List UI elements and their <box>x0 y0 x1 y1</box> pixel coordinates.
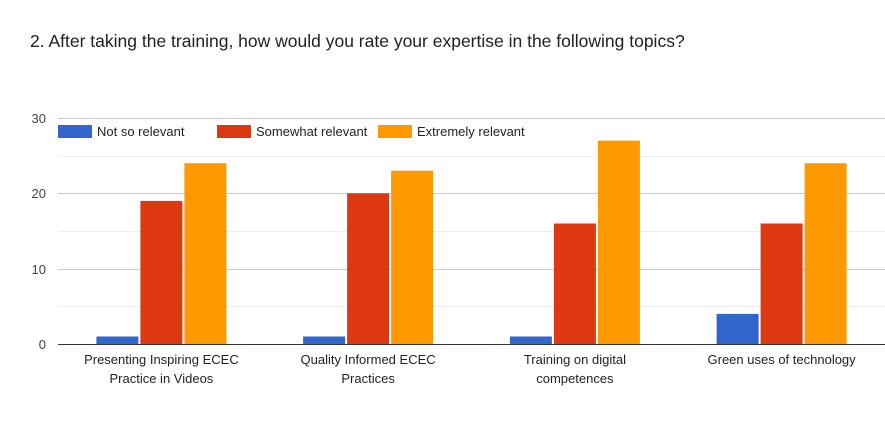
legend-swatch <box>58 125 92 138</box>
bar-extremely-relevant[interactable] <box>804 163 847 344</box>
legend-label: Somewhat relevant <box>256 124 368 139</box>
y-axis: 0 10 20 30 <box>32 111 46 352</box>
legend-swatch <box>378 125 412 138</box>
x-tick-label: Green uses of technology <box>708 352 857 367</box>
bar-somewhat-relevant[interactable] <box>760 223 803 345</box>
x-tick-label: Presenting Inspiring ECEC <box>84 352 239 367</box>
y-tick-label: 20 <box>32 186 46 201</box>
bar-somewhat-relevant[interactable] <box>347 193 390 344</box>
x-tick-label: Training on digital <box>524 352 626 367</box>
x-tick-label: Practice in Videos <box>109 371 213 386</box>
legend-label: Not so relevant <box>97 124 185 139</box>
bar-not-so-relevant[interactable] <box>509 336 552 345</box>
legend-label: Extremely relevant <box>417 124 525 139</box>
legend: Not so relevant Somewhat relevant Extremel… <box>58 124 525 139</box>
bar-not-so-relevant[interactable] <box>96 336 139 345</box>
bar-extremely-relevant[interactable] <box>184 163 227 344</box>
x-tick-label: Quality Informed ECEC <box>301 352 436 367</box>
bar-somewhat-relevant[interactable] <box>553 223 596 345</box>
grid-layer <box>58 118 885 307</box>
bars <box>96 140 847 345</box>
y-tick-label: 10 <box>32 262 46 277</box>
bar-not-so-relevant[interactable] <box>716 313 759 344</box>
legend-item[interactable]: Somewhat relevant <box>217 124 368 139</box>
x-axis: Presenting Inspiring ECEC Practice in Vid… <box>58 344 885 386</box>
x-tick-label: competences <box>536 371 614 386</box>
bar-extremely-relevant[interactable] <box>391 170 434 344</box>
x-tick-label: Practices <box>341 371 395 386</box>
bar-not-so-relevant[interactable] <box>303 336 346 345</box>
legend-item[interactable]: Extremely relevant <box>378 124 525 139</box>
y-tick-label: 30 <box>32 111 46 126</box>
bar-extremely-relevant[interactable] <box>597 140 640 344</box>
legend-swatch <box>217 125 251 138</box>
legend-item[interactable]: Not so relevant <box>58 124 185 139</box>
bar-somewhat-relevant[interactable] <box>140 200 183 344</box>
y-tick-label: 0 <box>39 337 46 352</box>
question-title: 2. After taking the training, how would … <box>30 31 685 51</box>
